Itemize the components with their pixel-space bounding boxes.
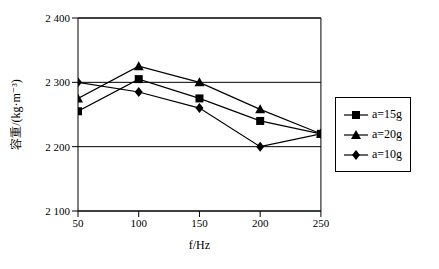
html-text:a=20g: a=20g — [371, 127, 402, 141]
svg-text:50: 50 — [73, 217, 85, 229]
html-text:a=15g: a=15g — [371, 107, 402, 121]
svg-text:容重/(kg·m⁻³): 容重/(kg·m⁻³) — [9, 79, 23, 150]
svg-text:2 100: 2 100 — [45, 205, 70, 217]
svg-text:200: 200 — [252, 217, 269, 229]
svg-text:150: 150 — [191, 217, 208, 229]
svg-text:f/Hz: f/Hz — [189, 238, 210, 252]
svg-text:2 400: 2 400 — [45, 12, 70, 24]
html-text:a=10g: a=10g — [371, 147, 402, 161]
svg-text:2 300: 2 300 — [45, 76, 70, 88]
svg-text:250: 250 — [313, 217, 330, 229]
svg-text:2 200: 2 200 — [45, 141, 70, 153]
svg-text:100: 100 — [130, 217, 147, 229]
